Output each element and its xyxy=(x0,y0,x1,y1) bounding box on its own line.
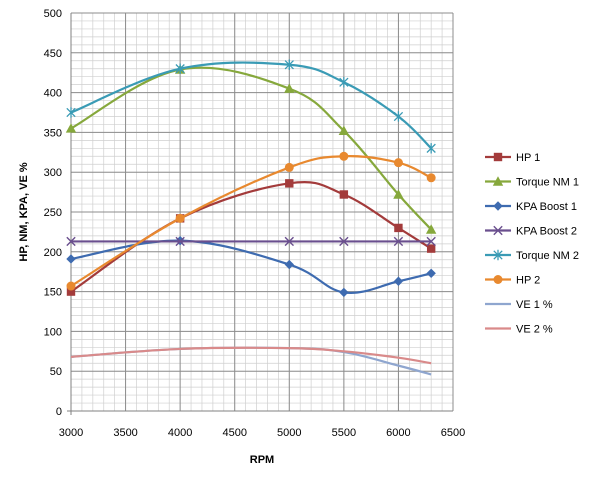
y-tick-label: 0 xyxy=(56,406,62,418)
data-point xyxy=(175,63,185,74)
y-tick-label: 200 xyxy=(44,247,62,259)
data-point xyxy=(65,123,77,133)
legend-item: HP 1 xyxy=(485,152,540,164)
y-tick-label: 300 xyxy=(44,167,62,179)
legend-marker xyxy=(493,152,503,162)
data-point xyxy=(393,158,403,168)
legend-label: Torque NM 1 xyxy=(516,177,579,189)
y-axis-title: HP, NM, KPA, VE % xyxy=(18,162,30,261)
legend-marker xyxy=(493,249,503,261)
data-point xyxy=(285,179,294,188)
data-point xyxy=(66,107,76,118)
data-point xyxy=(284,83,295,93)
series-kpa-boost-2 xyxy=(66,236,436,247)
data-point xyxy=(393,111,404,122)
legend-item: KPA Boost 2 xyxy=(485,226,577,238)
y-tick-label: 150 xyxy=(44,287,62,299)
data-point xyxy=(284,162,294,172)
y-tick-label: 250 xyxy=(44,207,62,219)
data-point xyxy=(426,268,436,278)
x-tick-label: 5000 xyxy=(277,427,301,439)
data-point xyxy=(175,213,185,223)
legend-item: HP 2 xyxy=(485,275,540,287)
series-torque-nm-2 xyxy=(66,59,436,154)
data-point xyxy=(66,287,76,296)
data-point xyxy=(393,236,404,247)
data-point xyxy=(284,236,294,247)
x-tick-label: 4500 xyxy=(222,427,246,439)
y-tick-label: 400 xyxy=(44,88,62,100)
legend-item: KPA Boost 1 xyxy=(485,201,577,213)
data-point xyxy=(339,236,349,247)
y-tick-labels: 0 50 100 150 200 250 300 350 400 450 500 xyxy=(44,8,62,418)
x-tick-label: 3500 xyxy=(113,427,137,439)
data-point xyxy=(426,143,436,154)
data-point xyxy=(338,125,350,136)
x-tick-labels: 3000 3500 4000 4500 5000 5500 6000 6500 xyxy=(59,427,465,439)
legend-item: VE 2 % xyxy=(485,324,553,336)
data-point xyxy=(66,236,76,247)
series-line xyxy=(70,155,432,287)
data-point xyxy=(426,236,436,247)
data-point xyxy=(339,190,349,199)
legend-marker xyxy=(493,225,503,236)
data-point xyxy=(175,236,185,247)
data-point xyxy=(393,276,404,286)
legend-label: HP 2 xyxy=(516,275,540,287)
series-kpa-boost-1 xyxy=(66,235,436,298)
data-point xyxy=(66,254,76,264)
legend-marker xyxy=(493,275,503,284)
series-line xyxy=(70,346,432,365)
x-axis-title: RPM xyxy=(250,454,274,466)
data-point xyxy=(426,173,436,183)
series-hp-2 xyxy=(66,151,436,291)
y-tick-label: 350 xyxy=(44,127,62,139)
data-point xyxy=(284,259,294,270)
data-point xyxy=(394,223,403,233)
plot-grid xyxy=(70,12,454,412)
legend-label: VE 2 % xyxy=(516,324,553,336)
y-tick-label: 50 xyxy=(50,366,62,378)
legend-label: HP 1 xyxy=(516,152,540,164)
legend-marker xyxy=(492,176,504,186)
legend-label: KPA Boost 2 xyxy=(516,226,577,238)
legend-label: KPA Boost 1 xyxy=(516,201,577,213)
y-tick-label: 500 xyxy=(44,8,62,20)
x-tick-label: 4000 xyxy=(168,427,192,439)
y-tick-label: 450 xyxy=(44,48,62,60)
plot-axes xyxy=(67,13,453,415)
series-line xyxy=(70,181,432,293)
data-point xyxy=(284,59,294,70)
legend-label: VE 1 % xyxy=(516,299,553,311)
x-tick-label: 3000 xyxy=(59,427,83,439)
legend-label: Torque NM 2 xyxy=(516,250,579,262)
y-tick-label: 100 xyxy=(44,326,62,338)
data-point xyxy=(66,281,76,291)
series-hp-1 xyxy=(66,179,436,296)
data-point xyxy=(339,287,349,298)
data-point xyxy=(339,77,349,88)
x-tick-label: 6000 xyxy=(386,427,410,439)
data-point xyxy=(393,189,404,199)
x-tick-label: 6500 xyxy=(441,427,465,439)
x-tick-label: 5500 xyxy=(332,427,356,439)
legend-item: Torque NM 2 xyxy=(485,249,579,262)
legend-marker xyxy=(493,201,503,211)
series-ve-2 xyxy=(70,346,432,365)
series-lines xyxy=(65,59,437,376)
legend-item: Torque NM 1 xyxy=(485,176,579,189)
legend: HP 1 Torque NM 1 KPA Boost 1 KPA Boost 2 Tor… xyxy=(485,152,579,336)
data-point xyxy=(425,224,437,234)
series-line xyxy=(70,239,432,295)
data-point xyxy=(426,244,436,253)
legend-item: VE 1 % xyxy=(485,299,553,311)
data-point xyxy=(339,151,349,161)
